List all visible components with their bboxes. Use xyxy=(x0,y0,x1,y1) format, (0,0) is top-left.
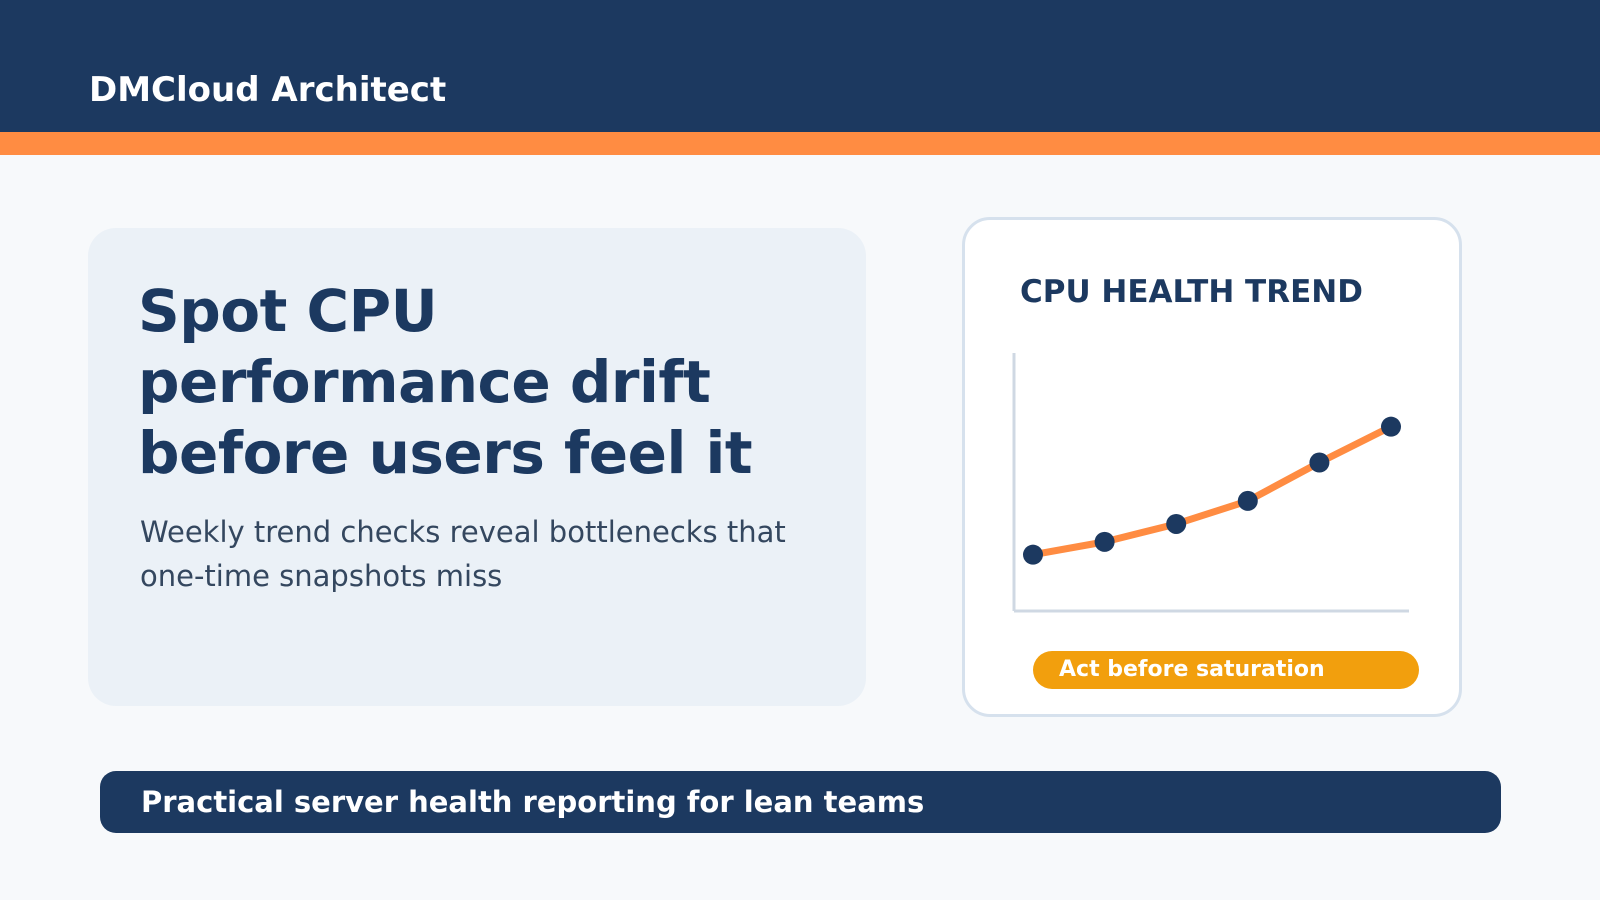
cpu-trend-chart xyxy=(1012,353,1409,613)
chart-title: CPU HEALTH TREND xyxy=(1020,274,1363,310)
hero-headline: Spot CPU performance drift before users … xyxy=(138,277,753,487)
callout-badge: Act before saturation xyxy=(1033,651,1419,689)
footer-band: Practical server health reporting for le… xyxy=(100,771,1501,833)
hero-subline: Weekly trend checks reveal bottlenecks t… xyxy=(140,515,786,593)
accent-stripe xyxy=(0,132,1600,155)
top-bar: DMCloud Architect xyxy=(0,0,1600,132)
footer-tagline: Practical server health reporting for le… xyxy=(141,785,925,819)
callout-label: Act before saturation xyxy=(1059,657,1325,682)
data-point-4 xyxy=(1237,490,1258,511)
hero-panel: Spot CPU performance drift before users … xyxy=(88,228,866,706)
cpu-series-line xyxy=(1029,423,1395,559)
data-point-6 xyxy=(1381,416,1401,437)
data-point-1 xyxy=(1023,544,1043,565)
data-point-3 xyxy=(1166,513,1187,534)
cpu-series-points xyxy=(1023,416,1401,565)
data-point-5 xyxy=(1309,452,1330,473)
cpu-trend-card: CPU HEALTH TREND Act before saturation xyxy=(962,217,1462,717)
data-point-2 xyxy=(1094,531,1115,552)
brand-title: DMCloud Architect xyxy=(89,70,447,110)
